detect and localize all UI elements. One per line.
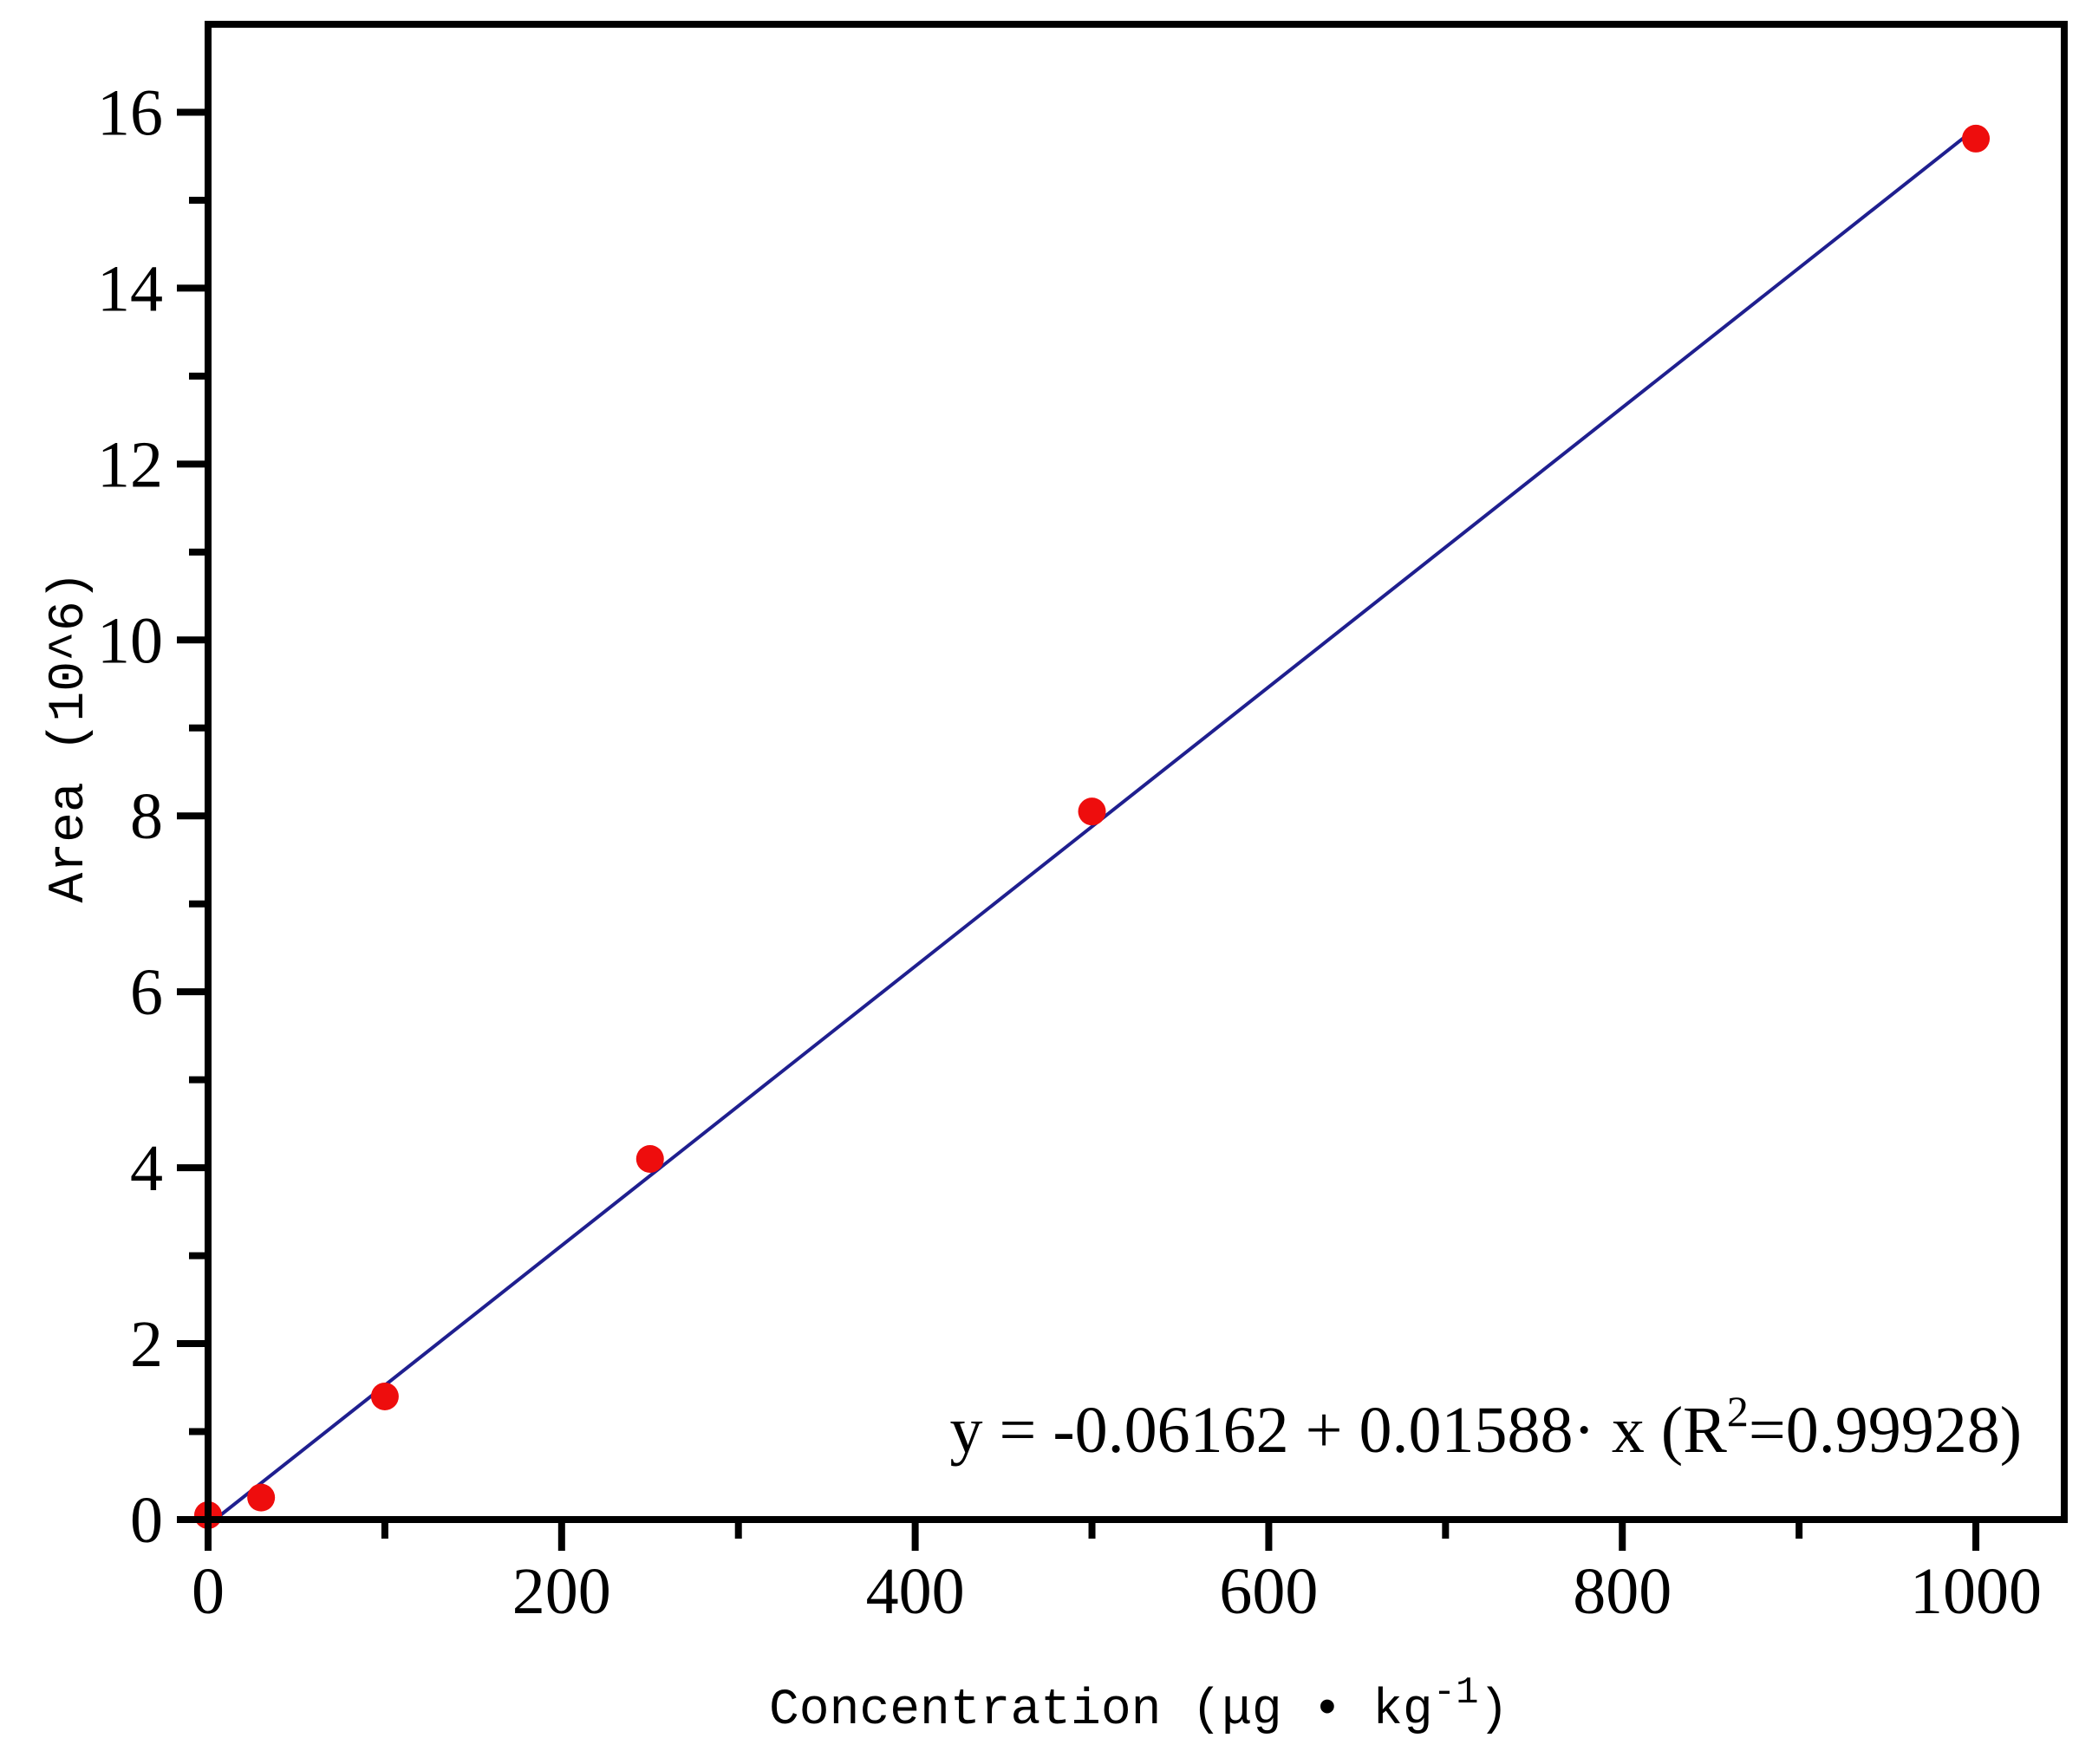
y-tick-label: 16 xyxy=(97,76,163,149)
tick-labels-layer: 0 200 400 600 800 1000 0 2 4 6 8 10 12 14 16 xyxy=(97,76,2042,1628)
equation-suffix: =0.99928) xyxy=(1749,1394,2022,1467)
y-tick-label: 6 xyxy=(130,956,163,1029)
y-tick-label: 12 xyxy=(97,428,163,501)
x-axis-title: Concentration (μg • kg-1) xyxy=(769,1671,1509,1739)
equation-r-superscript: 2 xyxy=(1727,1387,1749,1435)
axis-ticks-layer xyxy=(177,108,1980,1551)
regression-equation: y = -0.06162 + 0.01588· x (R2=0.99928) xyxy=(949,1387,2022,1467)
fit-line xyxy=(210,133,1969,1524)
x-tick-label: 400 xyxy=(866,1555,965,1628)
data-point xyxy=(1078,797,1106,826)
x-tick-label: 600 xyxy=(1219,1555,1318,1628)
x-axis-title-superscript: -1 xyxy=(1433,1671,1479,1715)
y-tick-label: 2 xyxy=(130,1308,163,1381)
x-axis-title-close: ) xyxy=(1479,1683,1509,1739)
data-point xyxy=(370,1382,399,1410)
y-tick-label: 0 xyxy=(130,1484,163,1557)
y-tick-label: 4 xyxy=(130,1132,163,1205)
equation-prefix: y = -0.06162 + 0.01588· x (R xyxy=(949,1394,1727,1467)
plot-frame xyxy=(205,21,2068,1523)
y-tick-label: 14 xyxy=(97,252,163,325)
x-axis-title-text: Concentration (μg • kg xyxy=(769,1683,1433,1739)
y-tick-label: 10 xyxy=(97,604,163,677)
y-tick-label: 8 xyxy=(130,780,163,853)
fit-line-layer xyxy=(210,133,1969,1524)
data-point xyxy=(247,1483,276,1512)
y-axis-title: Area (10^6) xyxy=(42,571,98,903)
data-point xyxy=(1962,124,1991,153)
x-tick-label: 800 xyxy=(1573,1555,1672,1628)
x-tick-label: 0 xyxy=(192,1555,225,1628)
x-tick-label: 200 xyxy=(512,1555,611,1628)
x-tick-label: 1000 xyxy=(1910,1555,2042,1628)
data-point xyxy=(635,1144,664,1173)
